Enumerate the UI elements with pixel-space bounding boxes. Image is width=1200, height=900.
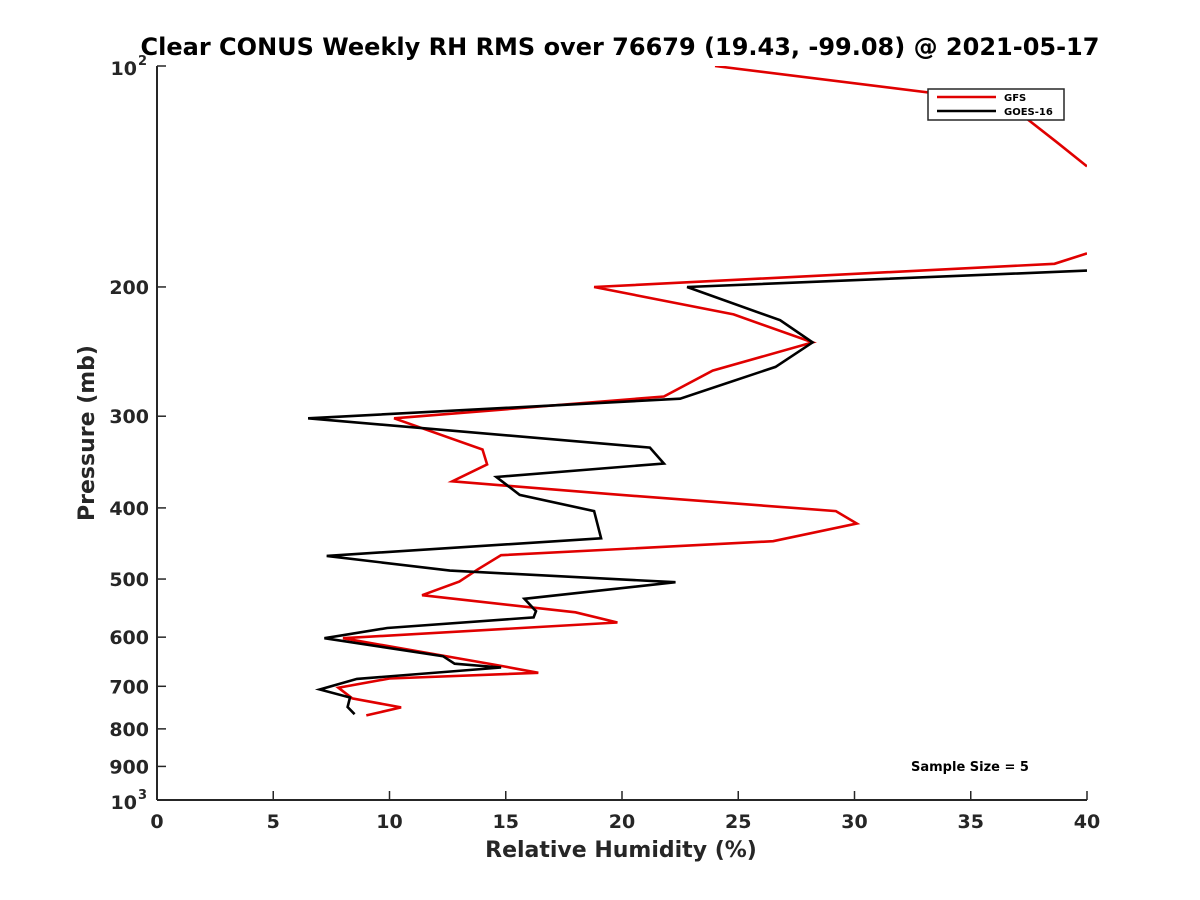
y-tick-label: 200 bbox=[109, 277, 149, 299]
x-tick-label: 10 bbox=[376, 811, 402, 833]
x-tick-label: 25 bbox=[725, 811, 751, 833]
y-tick-label: 300 bbox=[109, 406, 149, 428]
sample-size-annotation: Sample Size = 5 bbox=[911, 760, 1029, 775]
x-tick-label: 0 bbox=[150, 811, 163, 833]
y-tick-label: 400 bbox=[109, 498, 149, 520]
series-line-gfs bbox=[335, 66, 1087, 717]
y-tick-label: 800 bbox=[109, 719, 149, 741]
y-tick-label-base: 10 bbox=[111, 58, 137, 80]
y-tick-label: 600 bbox=[109, 627, 149, 649]
x-tick-label: 15 bbox=[493, 811, 519, 833]
y-axis-label: Pressure (mb) bbox=[75, 345, 100, 521]
chart-title: Clear CONUS Weekly RH RMS over 76679 (19… bbox=[141, 33, 1100, 61]
y-tick-label: 900 bbox=[109, 756, 149, 778]
x-tick-label: 30 bbox=[841, 811, 867, 833]
x-axis-label: Relative Humidity (%) bbox=[485, 838, 757, 863]
y-tick-label: 500 bbox=[109, 569, 149, 591]
x-tick-label: 20 bbox=[609, 811, 635, 833]
y-tick-label-base: 10 bbox=[111, 792, 137, 814]
series-layer bbox=[307, 66, 1087, 717]
legend-label-goes-16: GOES-16 bbox=[1004, 107, 1053, 118]
x-tick-label: 5 bbox=[267, 811, 280, 833]
y-tick-label: 700 bbox=[109, 676, 149, 698]
x-ticks: 0 5 10 15 20 25 30 35 40 bbox=[150, 791, 1100, 833]
series-line-goes-16 bbox=[307, 269, 1087, 716]
x-tick-label: 40 bbox=[1074, 811, 1100, 833]
x-tick-label: 35 bbox=[958, 811, 984, 833]
y-tick-label-exponent: 2 bbox=[138, 54, 147, 69]
legend: GFS GOES-16 bbox=[927, 88, 1065, 121]
y-tick-label-exponent: 3 bbox=[138, 788, 147, 803]
legend-box bbox=[927, 88, 1065, 121]
legend-label-gfs: GFS bbox=[1004, 93, 1026, 104]
